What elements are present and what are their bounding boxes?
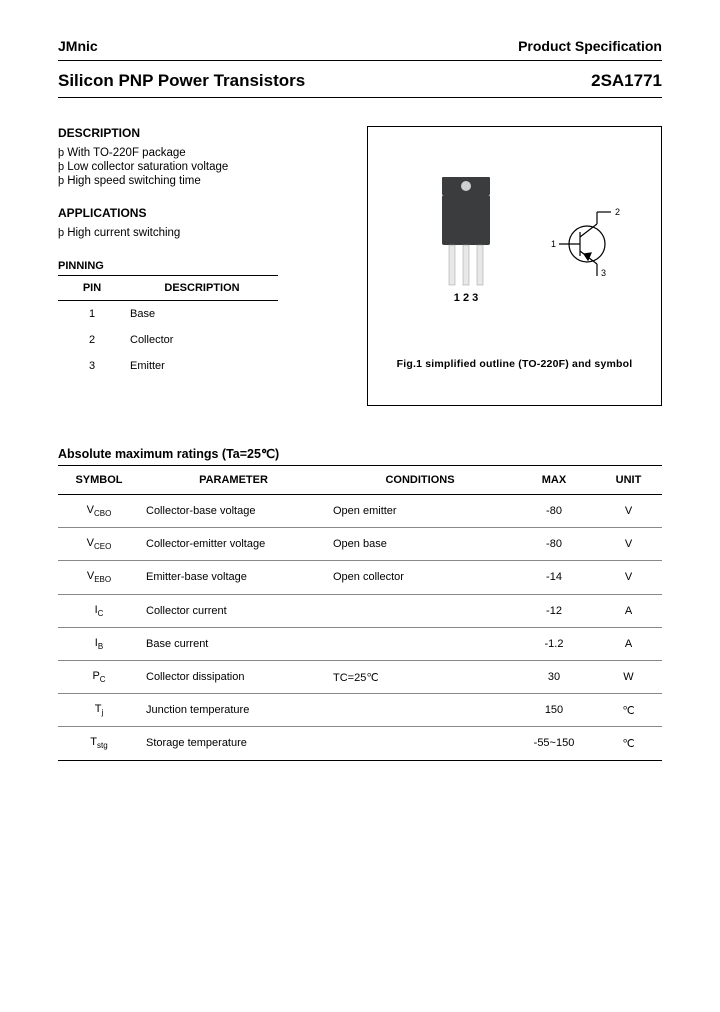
left-column: DESCRIPTION With TO-220F packageLow coll…	[58, 126, 345, 406]
cell-parameter: Base current	[140, 627, 327, 660]
cell-symbol: Tj	[58, 694, 140, 727]
spec-label: Product Specification	[518, 38, 662, 54]
cell-conditions	[327, 627, 513, 660]
list-item: Low collector saturation voltage	[58, 160, 345, 174]
cell-unit: W	[595, 660, 662, 693]
description-list: With TO-220F packageLow collector satura…	[58, 146, 345, 188]
cell-symbol: Tstg	[58, 727, 140, 760]
cell-unit: ℃	[595, 727, 662, 760]
pin-header-row: PIN DESCRIPTION	[58, 276, 278, 301]
figure-box: 1 2 3 1 2 3	[367, 126, 662, 406]
list-item: High speed switching time	[58, 174, 345, 188]
col-conditions: CONDITIONS	[327, 466, 513, 495]
cell-symbol: VEBO	[58, 561, 140, 594]
table-row: TjJunction temperature 150℃	[58, 694, 662, 727]
pin-number: 2	[58, 327, 126, 353]
cell-max: -14	[513, 561, 595, 594]
part-number: 2SA1771	[591, 71, 662, 91]
cell-parameter: Junction temperature	[140, 694, 327, 727]
figure-caption: Fig.1 simplified outline (TO-220F) and s…	[382, 358, 647, 370]
list-item: With TO-220F package	[58, 146, 345, 160]
pin-desc: Collector	[126, 327, 278, 353]
table-row: 2Collector	[58, 327, 278, 353]
cell-conditions	[327, 694, 513, 727]
table-row: IBBase current -1.2A	[58, 627, 662, 660]
pin-desc: Emitter	[126, 353, 278, 379]
cell-unit: ℃	[595, 694, 662, 727]
svg-text:1 2 3: 1 2 3	[454, 292, 478, 304]
col-symbol: SYMBOL	[58, 466, 140, 495]
cell-parameter: Emitter-base voltage	[140, 561, 327, 594]
applications-list: High current switching	[58, 226, 345, 240]
svg-text:2: 2	[615, 207, 620, 217]
cell-parameter: Collector-base voltage	[140, 495, 327, 528]
cell-symbol: IB	[58, 627, 140, 660]
ratings-table: SYMBOL PARAMETER CONDITIONS MAX UNIT VCB…	[58, 465, 662, 761]
cell-symbol: PC	[58, 660, 140, 693]
cell-conditions	[327, 727, 513, 760]
cell-max: -1.2	[513, 627, 595, 660]
cell-conditions: TC=25℃	[327, 660, 513, 693]
svg-text:1: 1	[551, 239, 556, 249]
table-row: ICCollector current -12A	[58, 594, 662, 627]
cell-conditions	[327, 594, 513, 627]
cell-unit: A	[595, 594, 662, 627]
table-row: 1Base	[58, 301, 278, 328]
table-row: PCCollector dissipationTC=25℃30W	[58, 660, 662, 693]
package-icon: 1 2 3	[442, 177, 490, 304]
cell-max: -55~150	[513, 727, 595, 760]
cell-parameter: Collector-emitter voltage	[140, 528, 327, 561]
table-row: VCBOCollector-base voltageOpen emitter-8…	[58, 495, 662, 528]
list-item: High current switching	[58, 226, 345, 240]
cell-symbol: VCEO	[58, 528, 140, 561]
datasheet-page: JMnic Product Specification Silicon PNP …	[0, 0, 720, 801]
cell-parameter: Collector dissipation	[140, 660, 327, 693]
col-parameter: PARAMETER	[140, 466, 327, 495]
ratings-heading: Absolute maximum ratings (Ta=25℃)	[58, 446, 662, 461]
package-diagram: 1 2 3 1 2 3	[382, 169, 647, 339]
cell-conditions: Open emitter	[327, 495, 513, 528]
table-row: TstgStorage temperature -55~150℃	[58, 727, 662, 760]
cell-parameter: Collector current	[140, 594, 327, 627]
table-row: VEBOEmitter-base voltageOpen collector-1…	[58, 561, 662, 594]
cell-unit: V	[595, 561, 662, 594]
cell-max: 150	[513, 694, 595, 727]
page-header: JMnic Product Specification	[58, 38, 662, 58]
col-unit: UNIT	[595, 466, 662, 495]
cell-max: 30	[513, 660, 595, 693]
cell-max: -80	[513, 528, 595, 561]
table-row: VCEOCollector-emitter voltageOpen base-8…	[58, 528, 662, 561]
cell-unit: V	[595, 495, 662, 528]
ratings-header-row: SYMBOL PARAMETER CONDITIONS MAX UNIT	[58, 466, 662, 495]
cell-conditions: Open base	[327, 528, 513, 561]
transistor-symbol-icon: 1 2 3	[551, 207, 620, 278]
pin-header-pin: PIN	[58, 276, 126, 301]
applications-heading: APPLICATIONS	[58, 206, 345, 220]
pin-desc: Base	[126, 301, 278, 328]
brand-name: JMnic	[58, 38, 98, 54]
body-row: DESCRIPTION With TO-220F packageLow coll…	[58, 126, 662, 406]
pin-number: 1	[58, 301, 126, 328]
pin-number: 3	[58, 353, 126, 379]
cell-parameter: Storage temperature	[140, 727, 327, 760]
cell-max: -12	[513, 594, 595, 627]
pinning-heading: PINNING	[58, 260, 345, 272]
cell-conditions: Open collector	[327, 561, 513, 594]
cell-unit: V	[595, 528, 662, 561]
description-heading: DESCRIPTION	[58, 126, 345, 140]
cell-unit: A	[595, 627, 662, 660]
title-row: Silicon PNP Power Transistors 2SA1771	[58, 61, 662, 95]
pinning-table: PIN DESCRIPTION 1Base2Collector3Emitter	[58, 275, 278, 379]
cell-symbol: VCBO	[58, 495, 140, 528]
rule-title	[58, 97, 662, 98]
pin-header-desc: DESCRIPTION	[126, 276, 278, 301]
product-title: Silicon PNP Power Transistors	[58, 71, 305, 91]
cell-symbol: IC	[58, 594, 140, 627]
col-max: MAX	[513, 466, 595, 495]
table-row: 3Emitter	[58, 353, 278, 379]
cell-max: -80	[513, 495, 595, 528]
svg-text:3: 3	[601, 268, 606, 278]
